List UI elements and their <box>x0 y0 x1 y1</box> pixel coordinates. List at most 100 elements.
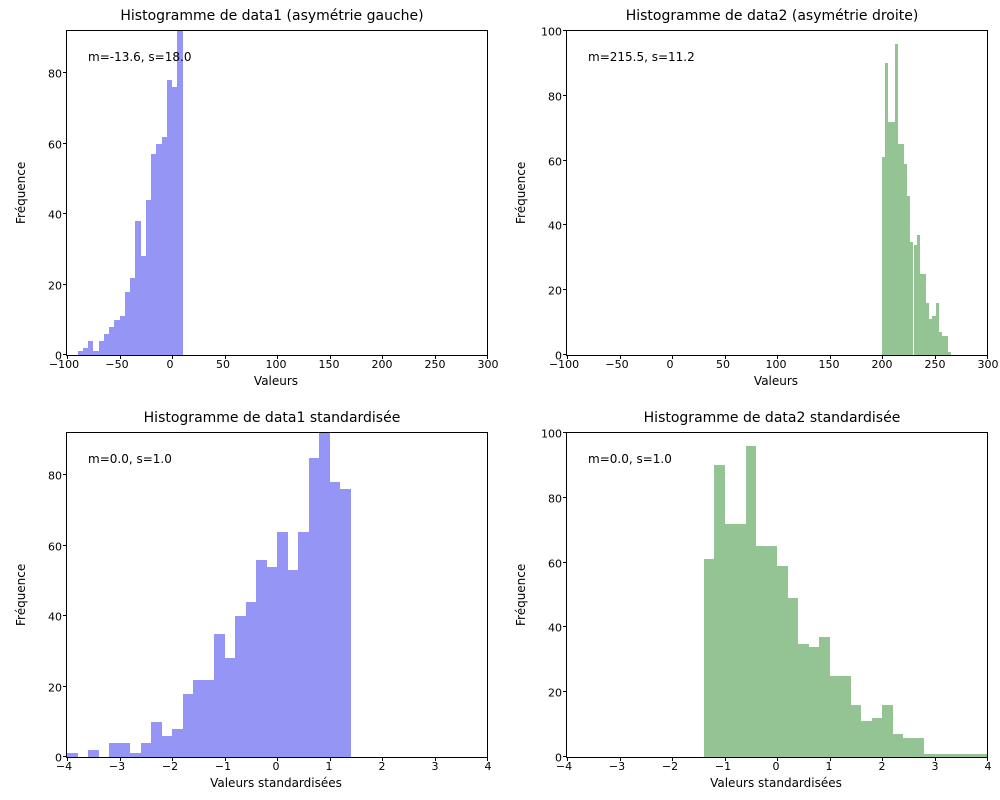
stats-annotation: m=0.0, s=1.0 <box>88 452 172 466</box>
histogram-bar <box>809 647 820 757</box>
x-tick-label: 4 <box>985 760 992 773</box>
y-tick-label: 80 <box>548 492 562 505</box>
y-axis-label: Fréquence <box>12 432 30 758</box>
histogram-bar <box>120 743 131 757</box>
chart-panel-hist1: Histogramme de data1 (asymétrie gauche)F… <box>12 8 488 390</box>
histogram-bar <box>767 546 778 757</box>
x-tick-label: 1 <box>326 760 333 773</box>
histogram-bar <box>151 722 162 757</box>
histogram-bar <box>298 532 309 757</box>
histogram-bar <box>88 750 99 757</box>
chart-panel-hist2_std: Histogramme de data2 standardiséeFréquen… <box>512 410 988 792</box>
y-tick-label: 40 <box>548 220 562 233</box>
x-axis-label: Valeurs standardisées <box>64 776 488 792</box>
x-tick-label: 0 <box>773 760 780 773</box>
histogram-bar <box>319 433 330 757</box>
plot-row: Fréquence020406080m=0.0, s=1.0 <box>12 432 488 758</box>
histogram-bar <box>840 676 851 757</box>
x-tick-label: −4 <box>56 760 72 773</box>
histogram-bar <box>819 637 830 757</box>
x-tick-label: 250 <box>425 358 446 371</box>
x-tick-label: 2 <box>379 760 386 773</box>
histogram-bar <box>924 754 935 757</box>
x-tick-label: 250 <box>925 358 946 371</box>
histogram-bars <box>567 31 987 355</box>
chart-panel-hist2: Histogramme de data2 (asymétrie droite) F… <box>512 8 988 390</box>
y-tick-label: 80 <box>548 90 562 103</box>
x-tick-label: −3 <box>609 760 625 773</box>
plot-row: Fréquence020406080100m=215.5, s=11.2 <box>512 30 988 356</box>
x-tick-label: 0 <box>667 358 674 371</box>
chart-title: Histogramme de data1 (asymétrie gauche) <box>56 8 488 26</box>
histogram-bar <box>193 680 204 757</box>
histogram-bars <box>67 433 487 757</box>
y-axis-label: Fréquence <box>512 432 530 758</box>
histogram-bar <box>330 482 341 757</box>
histogram-bar <box>246 602 257 757</box>
plot-area: m=-13.6, s=18.0 <box>66 30 488 356</box>
histogram-bar <box>798 644 809 757</box>
histogram-bar <box>67 753 78 757</box>
histogram-bar <box>214 634 225 757</box>
plot-area: m=0.0, s=1.0 <box>66 432 488 758</box>
plot-row: Fréquence020406080m=-13.6, s=18.0 <box>12 30 488 356</box>
x-tick-label: 100 <box>266 358 287 371</box>
histogram-bar <box>714 465 725 757</box>
x-tick-label: 150 <box>819 358 840 371</box>
x-axis-label: Valeurs <box>64 374 488 390</box>
histogram-bar <box>309 458 320 757</box>
y-tick-label: 40 <box>48 611 62 624</box>
histogram-bar <box>130 753 141 757</box>
y-axis-ticks: 020406080 <box>30 30 66 356</box>
y-tick-label: 80 <box>48 470 62 483</box>
x-tick-label: −2 <box>162 760 178 773</box>
x-tick-label: 4 <box>485 760 492 773</box>
histogram-bar <box>183 694 194 757</box>
histogram-bar <box>777 566 788 757</box>
y-axis-ticks: 020406080100 <box>530 432 566 758</box>
histogram-bar <box>746 446 757 757</box>
y-tick-label: 60 <box>48 138 62 151</box>
y-tick-label: 20 <box>48 279 62 292</box>
x-tick-label: −3 <box>109 760 125 773</box>
x-tick-label: 300 <box>478 358 499 371</box>
x-axis-ticks: −4−3−2−101234 <box>64 758 488 776</box>
x-tick-label: −1 <box>215 760 231 773</box>
x-axis-label: Valeurs standardisées <box>564 776 988 792</box>
y-axis-label: Fréquence <box>512 30 530 356</box>
histogram-bars <box>67 31 487 355</box>
y-tick-label: 40 <box>48 209 62 222</box>
x-tick-label: 50 <box>716 358 730 371</box>
histogram-bar <box>788 598 799 757</box>
histogram-bar <box>256 560 267 757</box>
histogram-bar <box>340 489 351 757</box>
histogram-bar <box>267 567 278 757</box>
stats-annotation: m=0.0, s=1.0 <box>588 452 672 466</box>
x-tick-label: −50 <box>605 358 628 371</box>
x-tick-label: 300 <box>978 358 999 371</box>
histogram-bar <box>277 532 288 757</box>
x-tick-label: 2 <box>879 760 886 773</box>
histogram-bar <box>288 570 299 757</box>
y-tick-label: 60 <box>548 557 562 570</box>
chart-title: Histogramme de data2 (asymétrie droite) <box>556 8 988 26</box>
y-tick-label: 20 <box>548 285 562 298</box>
histogram-bars <box>567 433 987 757</box>
histogram-bar <box>914 738 925 757</box>
histogram-bar <box>948 352 951 355</box>
x-tick-label: 0 <box>167 358 174 371</box>
x-tick-label: 0 <box>273 760 280 773</box>
x-tick-label: −1 <box>715 760 731 773</box>
histogram-bar <box>756 546 767 757</box>
y-axis-ticks: 020406080 <box>30 432 66 758</box>
x-tick-label: −50 <box>105 358 128 371</box>
x-tick-label: 150 <box>319 358 340 371</box>
y-tick-label: 20 <box>548 687 562 700</box>
x-axis-label: Valeurs <box>564 374 988 390</box>
histogram-bar <box>704 559 715 757</box>
y-tick-label: 60 <box>48 540 62 553</box>
histogram-bar <box>172 729 183 757</box>
x-tick-label: 1 <box>826 760 833 773</box>
x-tick-label: 200 <box>872 358 893 371</box>
y-tick-label: 40 <box>548 622 562 635</box>
